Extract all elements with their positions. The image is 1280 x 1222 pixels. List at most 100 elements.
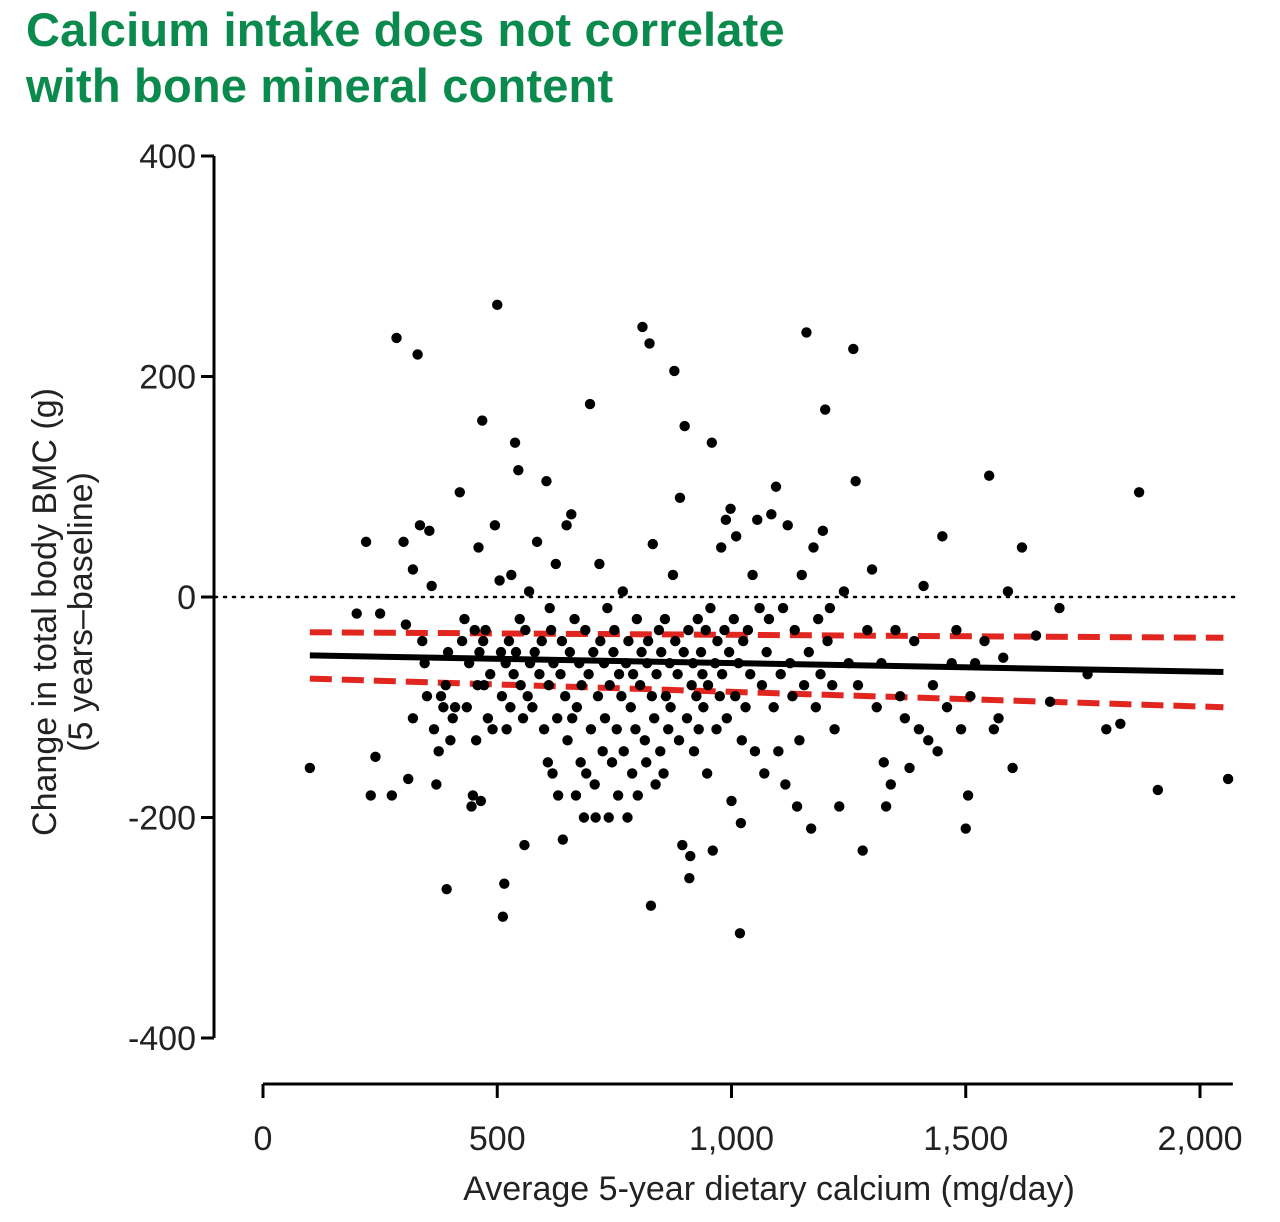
data-point: [407, 564, 419, 575]
data-point: [803, 646, 815, 658]
data-point: [522, 691, 533, 702]
data-point: [581, 768, 592, 779]
data-point: [937, 531, 948, 542]
data-point: [651, 668, 662, 680]
data-point: [603, 812, 614, 823]
data-point: [618, 746, 629, 757]
data-point: [822, 635, 833, 647]
data-point: [766, 509, 777, 520]
data-point: [414, 520, 426, 531]
data-point: [631, 613, 643, 625]
data-point: [459, 613, 470, 625]
data-point: [890, 624, 901, 636]
data-point: [497, 911, 509, 922]
data-point: [473, 542, 484, 553]
data-point: [1030, 630, 1042, 641]
data-point: [904, 762, 915, 774]
upper-confidence-line: [309, 629, 1224, 641]
data-point: [692, 613, 703, 625]
data-point: [642, 635, 654, 647]
data-point: [960, 823, 971, 834]
data-point: [386, 790, 398, 801]
chart-title-line-2: with bone mineral content: [26, 59, 614, 112]
data-point: [740, 702, 751, 713]
data-point: [482, 713, 494, 724]
data-point: [494, 575, 505, 586]
data-point: [955, 724, 967, 735]
data-point: [1016, 542, 1028, 553]
data-point: [951, 624, 962, 636]
data-point: [559, 691, 571, 702]
data-point: [770, 481, 782, 492]
data-point: [812, 613, 824, 625]
data-point: [569, 613, 580, 625]
data-point: [592, 691, 604, 702]
data-point: [656, 646, 667, 658]
data-point: [534, 668, 545, 680]
data-point: [505, 702, 516, 713]
data-point: [428, 724, 440, 735]
data-point: [545, 624, 557, 636]
data-point: [885, 779, 896, 790]
data-point: [848, 343, 859, 355]
data-point: [550, 558, 562, 570]
data-point: [531, 536, 543, 548]
data-point: [576, 680, 587, 691]
data-point: [467, 790, 479, 801]
data-point: [706, 437, 718, 448]
data-point: [721, 713, 733, 724]
data-point: [571, 702, 583, 713]
data-point: [698, 702, 709, 713]
data-point: [880, 801, 892, 812]
confidence-band-group: [309, 629, 1224, 711]
data-point: [763, 613, 775, 625]
data-point: [993, 713, 1004, 724]
lower-confidence-line: [309, 675, 1224, 711]
y-tick-label: -200: [128, 800, 196, 838]
data-point: [602, 602, 613, 614]
data-point: [701, 768, 713, 779]
data-point: [584, 398, 596, 410]
data-point: [791, 801, 803, 812]
regression-line-group: [309, 652, 1224, 675]
data-point: [697, 668, 708, 680]
data-point: [685, 850, 696, 862]
data-point: [639, 735, 651, 746]
data-point: [850, 476, 861, 487]
data-point: [440, 680, 451, 691]
data-point: [470, 735, 482, 746]
data-point: [796, 569, 807, 581]
data-point: [599, 713, 611, 724]
data-point: [625, 702, 636, 713]
data-point: [567, 713, 578, 724]
data-point: [810, 702, 822, 713]
data-point: [578, 812, 590, 823]
data-point: [461, 702, 472, 713]
data-point: [777, 602, 789, 614]
data-point: [566, 509, 577, 520]
data-point: [677, 839, 688, 851]
data-point: [962, 790, 974, 801]
data-point: [506, 569, 517, 581]
data-point: [594, 558, 605, 570]
x-axis-label: Average 5-year dietary calcium (mg/day): [463, 1170, 1075, 1208]
data-point: [611, 724, 622, 735]
data-point: [941, 702, 953, 713]
data-point: [438, 702, 449, 713]
data-point: [815, 668, 826, 680]
data-point: [623, 635, 634, 647]
data-point: [752, 514, 763, 526]
data-point: [730, 691, 741, 702]
data-point: [667, 569, 679, 581]
data-point: [426, 580, 437, 592]
y-axis-title: Change in total body BMC (g) (5 years–ba…: [26, 388, 100, 836]
data-point: [555, 668, 566, 680]
data-point: [913, 724, 925, 735]
data-point: [728, 613, 740, 625]
data-point: [899, 713, 911, 724]
data-point: [445, 735, 456, 746]
data-point: [646, 691, 658, 702]
data-point: [838, 586, 850, 597]
data-point: [360, 536, 372, 548]
y-tick-label: 0: [177, 579, 196, 617]
